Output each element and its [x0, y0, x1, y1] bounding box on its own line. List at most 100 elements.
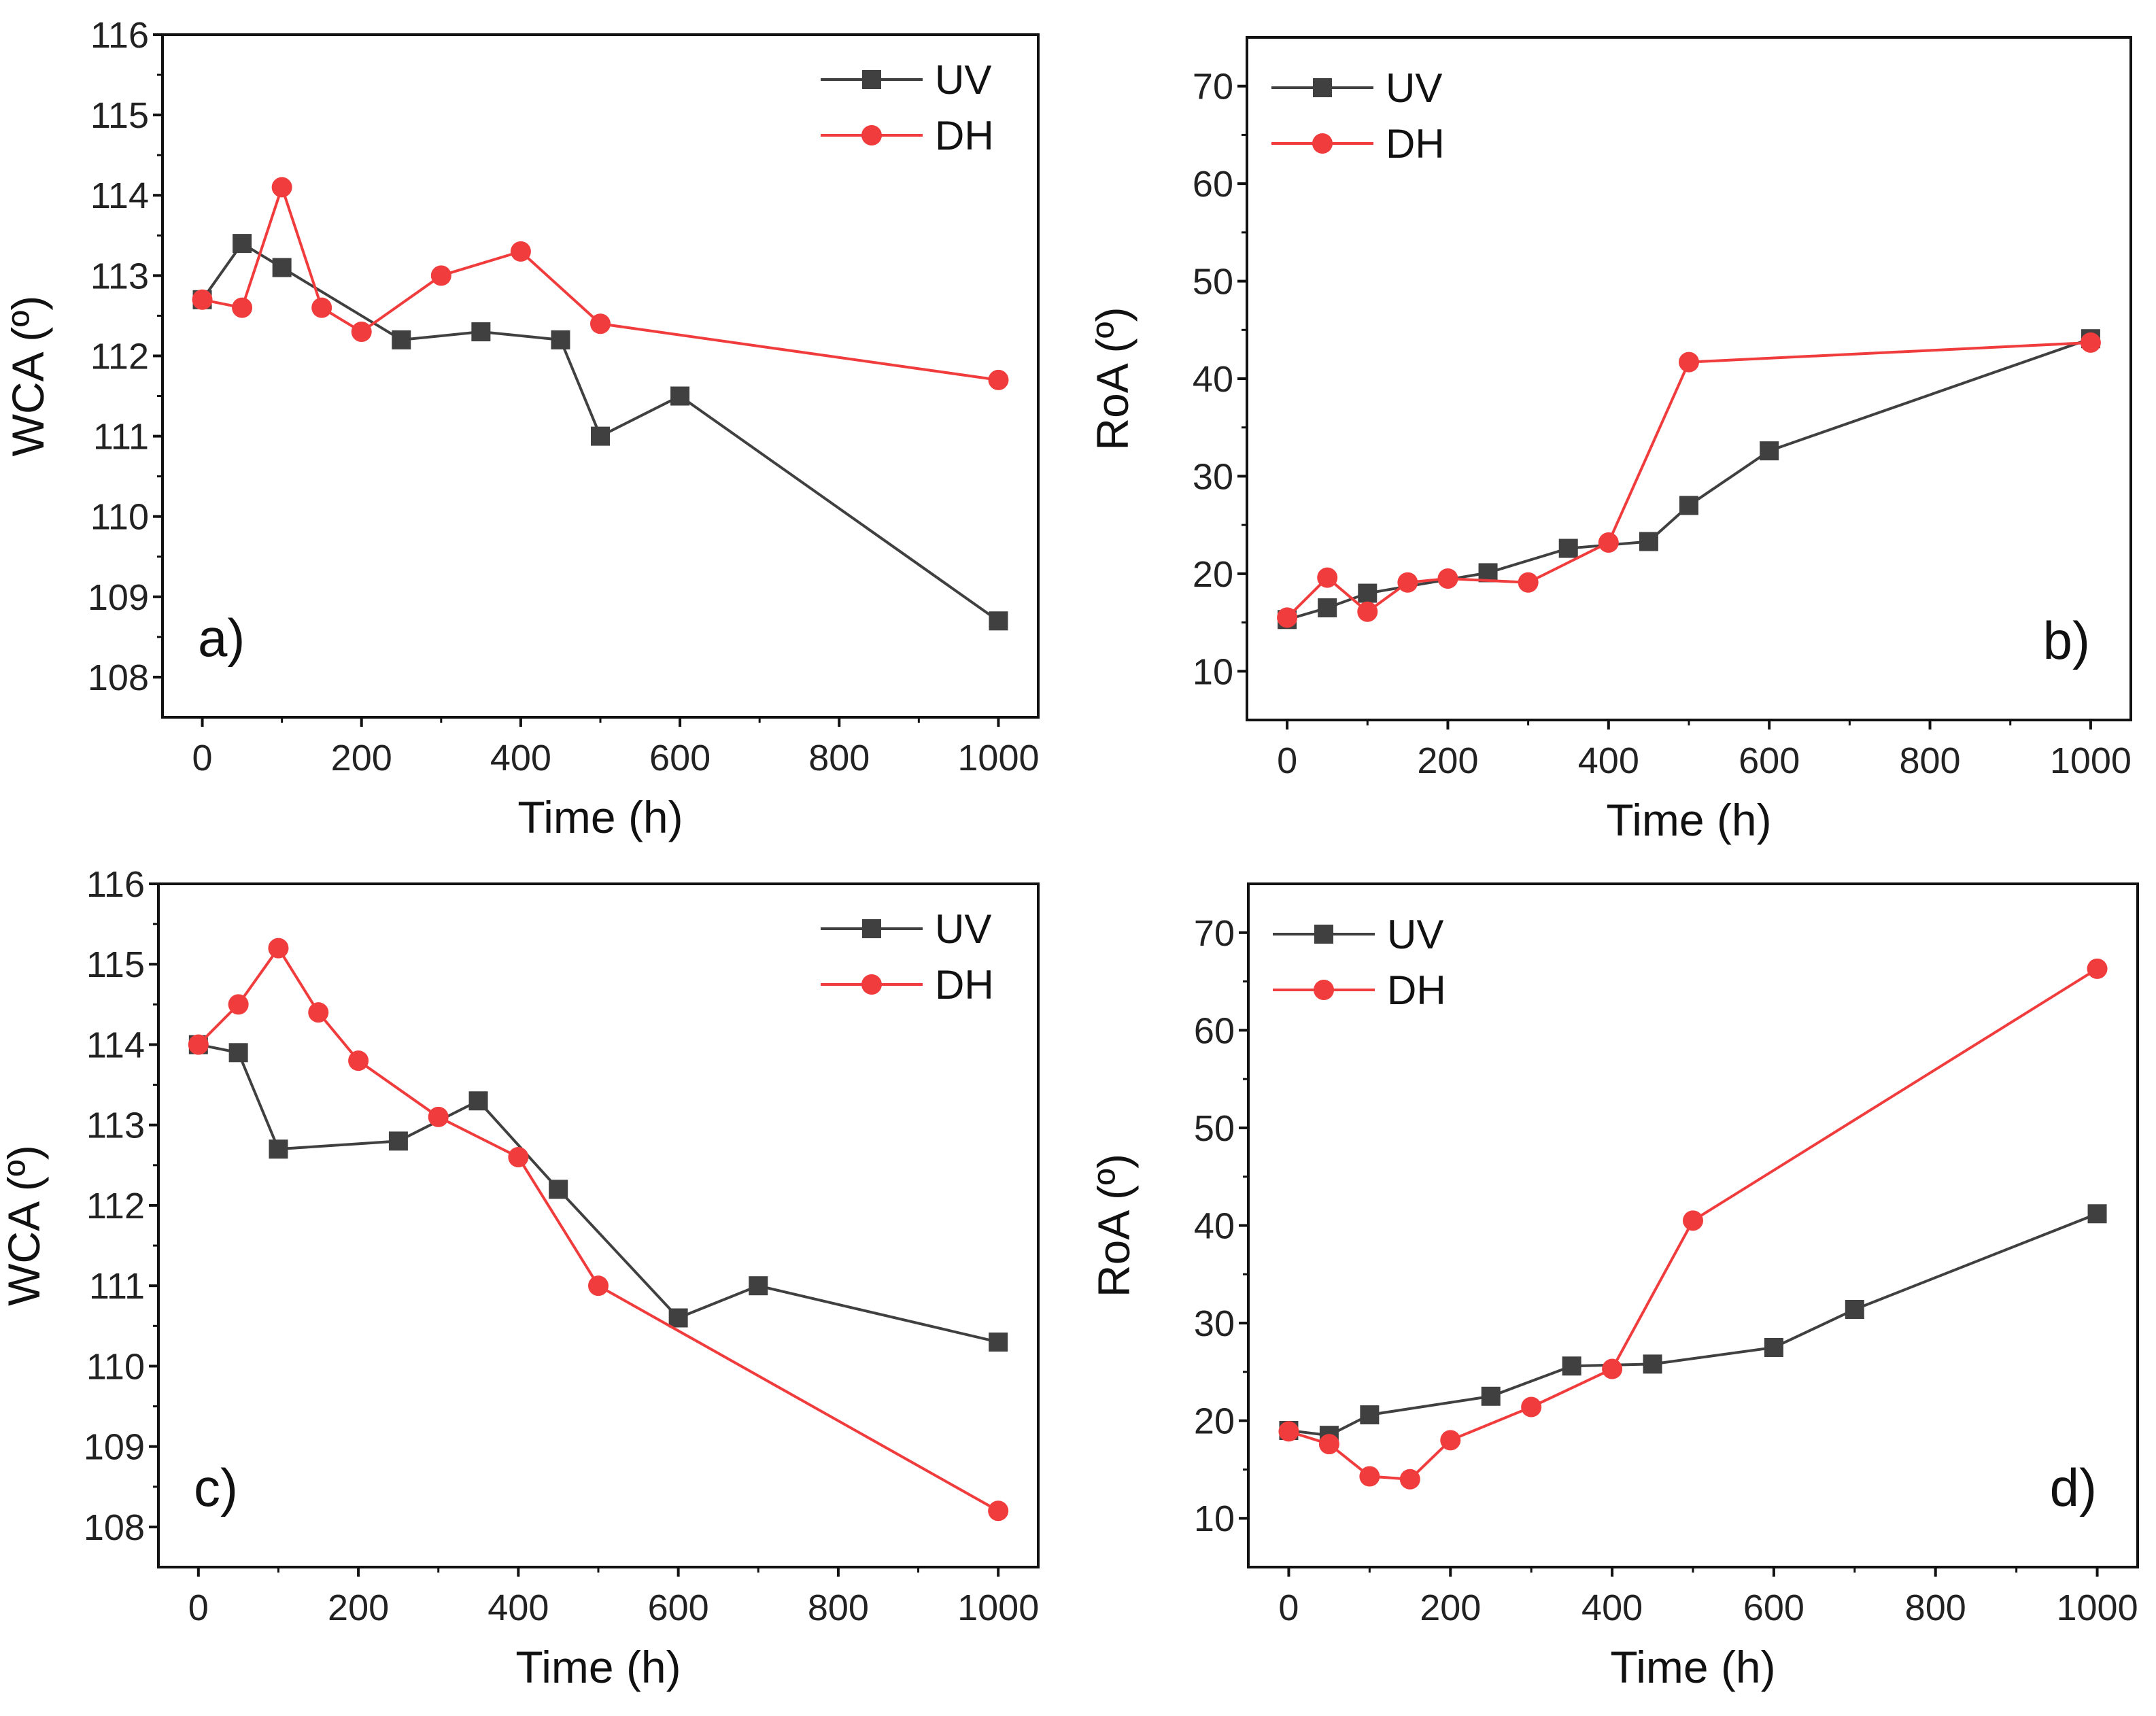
legend-label: DH: [935, 962, 994, 1008]
series-line-UV: [198, 1043, 999, 1343]
y-tick-label: 20: [1194, 1401, 1235, 1442]
legend-label: UV: [1386, 65, 1442, 111]
y-tick-label: 113: [90, 256, 149, 296]
y-tick-label: 109: [84, 1427, 145, 1468]
data-point-UV: [1360, 1405, 1380, 1425]
data-point-UV: [269, 1139, 288, 1159]
data-point-UV: [1643, 1354, 1662, 1374]
panel-b: 0 200 400 600 800 1000 10 20 30 40 50 60 70 Time (h) R…: [1087, 36, 2132, 845]
x-tick-label: 400: [487, 1588, 549, 1628]
data-point-UV: [2087, 1204, 2107, 1224]
y-tick-label: 10: [1193, 651, 1233, 692]
data-point-UV: [1562, 1356, 1581, 1376]
legend-marker-DH: [861, 125, 882, 145]
x-tick-label: 200: [328, 1588, 389, 1628]
data-point-UV: [388, 1131, 408, 1151]
data-point-UV: [749, 1276, 768, 1296]
data-point-DH: [188, 1034, 209, 1055]
legend: UV DH: [1273, 912, 1446, 1013]
y-tick-label: 108: [84, 1507, 145, 1548]
data-point-UV: [1760, 441, 1779, 461]
y-tick-label: 110: [90, 497, 149, 538]
data-point-DH: [430, 265, 451, 286]
legend: UV DH: [1271, 65, 1445, 167]
data-point-UV: [1558, 538, 1578, 558]
series-DH: [1278, 958, 2108, 1490]
panel-d: 0 200 400 600 800 1000 10 20 30 40 50 60 70 Time (h) R…: [1089, 882, 2139, 1692]
y-axis-label: WCA (º): [3, 296, 53, 457]
data-point-DH: [1318, 1434, 1339, 1455]
y-tick-label: 60: [1194, 1010, 1235, 1051]
data-point-DH: [268, 938, 289, 959]
y-tick-label: 112: [86, 1186, 145, 1226]
plot-frame: [161, 33, 1040, 719]
x-axis-label: Time (h): [1606, 795, 1771, 845]
panel-label: b): [2043, 611, 2090, 670]
legend-marker-UV: [1313, 78, 1332, 97]
x-axis-label: Time (h): [517, 792, 683, 842]
data-point-DH: [1679, 351, 1699, 373]
legend-marker-DH: [1314, 980, 1334, 1000]
x-tick-label: 200: [1420, 1588, 1481, 1628]
panel-label: c): [194, 1458, 238, 1517]
series-DH: [192, 177, 1009, 390]
data-point-UV: [1639, 532, 1658, 551]
x-tick-label: 800: [808, 738, 870, 778]
series-UV: [188, 1035, 1008, 1352]
data-point-DH: [1521, 1396, 1542, 1418]
x-tick-label: 1000: [957, 1588, 1039, 1628]
data-point-DH: [590, 313, 611, 334]
y-axis-label: RoA (º): [1087, 307, 1137, 450]
y-tick-label: 116: [90, 15, 149, 56]
data-point-DH: [351, 322, 372, 343]
x-tick-label: 1000: [957, 738, 1039, 778]
y-tick-label: 40: [1194, 1206, 1235, 1247]
y-axis-label: WCA (º): [0, 1145, 49, 1306]
y-tick-label: 70: [1193, 67, 1233, 107]
x-axis-label: Time (h): [1610, 1642, 1775, 1692]
y-tick-label: 30: [1194, 1303, 1235, 1344]
data-point-DH: [192, 289, 213, 310]
series-UV: [192, 234, 1008, 631]
data-point-UV: [1845, 1299, 1864, 1319]
data-point-DH: [2080, 332, 2101, 353]
data-point-DH: [1277, 607, 1298, 628]
data-point-DH: [308, 1002, 329, 1023]
x-tick-label: 600: [1743, 1588, 1804, 1628]
x-tick-label: 400: [490, 738, 551, 778]
x-tick-label: 400: [1578, 740, 1639, 781]
data-point-UV: [233, 234, 252, 254]
y-tick-label: 50: [1193, 262, 1233, 303]
data-point-UV: [228, 1043, 248, 1063]
legend-marker-DH: [861, 974, 882, 995]
data-point-DH: [988, 1500, 1009, 1522]
data-point-DH: [1399, 1469, 1420, 1490]
series-line-UV: [1288, 1212, 2098, 1437]
legend-label: DH: [935, 113, 994, 158]
legend-label: UV: [935, 57, 991, 103]
data-point-DH: [588, 1275, 609, 1297]
panel-label: d): [2050, 1458, 2097, 1517]
data-point-UV: [670, 386, 690, 406]
x-tick-label: 600: [648, 1588, 709, 1628]
series-line-DH: [197, 945, 999, 1512]
data-point-DH: [348, 1050, 369, 1071]
x-tick-label: 1000: [2050, 740, 2132, 781]
y-tick-label: 108: [88, 657, 149, 698]
x-tick-label: 600: [1739, 740, 1800, 781]
y-tick-label: 111: [89, 1266, 145, 1307]
legend-label: DH: [1387, 967, 1446, 1013]
y-tick-label: 116: [86, 864, 145, 905]
series-DH: [1277, 332, 2101, 628]
data-point-UV: [1358, 583, 1378, 603]
y-tick-label: 50: [1194, 1108, 1235, 1149]
data-point-UV: [668, 1308, 688, 1328]
x-tick-label: 0: [188, 1588, 209, 1628]
data-point-DH: [311, 297, 332, 318]
data-point-UV: [989, 1332, 1008, 1352]
data-point-DH: [1518, 572, 1539, 593]
panel-c: 0 200 400 600 800 1000 108 109 110 111 112 113 114 11…: [0, 864, 1040, 1692]
data-point-DH: [508, 1147, 529, 1167]
data-point-UV: [1679, 496, 1698, 515]
x-tick-label: 200: [1417, 740, 1478, 781]
